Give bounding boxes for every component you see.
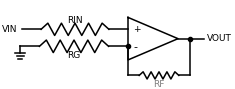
Text: RF: RF	[153, 80, 165, 89]
Text: +: +	[133, 25, 141, 34]
Text: VOUT: VOUT	[207, 34, 232, 43]
Text: -: -	[133, 42, 137, 52]
Text: RIN: RIN	[67, 16, 83, 25]
Text: VIN: VIN	[2, 25, 17, 34]
Text: RG: RG	[67, 51, 81, 60]
